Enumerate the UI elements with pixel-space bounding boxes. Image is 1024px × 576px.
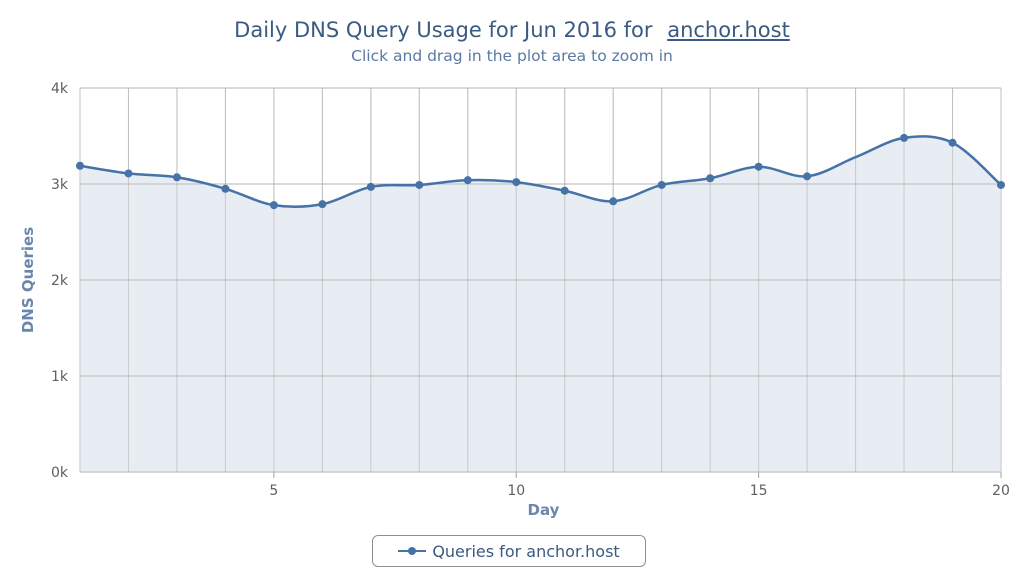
data-point bbox=[76, 161, 84, 170]
y-tick-label: 4k bbox=[51, 81, 69, 97]
data-point bbox=[706, 174, 715, 183]
data-point bbox=[172, 173, 181, 182]
x-tick-label: 10 bbox=[507, 483, 525, 499]
y-axis-title: DNS Queries bbox=[19, 227, 37, 333]
x-tick-label: 15 bbox=[750, 483, 768, 499]
x-tick-label: 20 bbox=[992, 483, 1010, 499]
data-point bbox=[609, 197, 618, 206]
data-point bbox=[948, 138, 957, 147]
data-point bbox=[318, 200, 327, 209]
data-point bbox=[366, 182, 375, 191]
data-point bbox=[512, 178, 521, 187]
label-layer: 0k 1k 2k 3k 4k 5 10 15 20 Day DNS Queries bbox=[19, 81, 1010, 519]
host-link[interactable]: anchor.host bbox=[667, 18, 790, 42]
y-tick-label: 2k bbox=[51, 273, 69, 289]
y-tick-label: 1k bbox=[51, 369, 69, 385]
line-layer bbox=[79, 135, 1002, 208]
data-point bbox=[754, 162, 763, 171]
chart-title-text: Daily DNS Query Usage for Jun 2016 for bbox=[234, 18, 653, 42]
chart-title: Daily DNS Query Usage for Jun 2016 for a… bbox=[0, 18, 1024, 42]
data-point bbox=[900, 133, 909, 142]
x-tick-label: 5 bbox=[269, 483, 278, 499]
data-point bbox=[269, 201, 278, 210]
y-tick-label: 3k bbox=[51, 177, 69, 193]
data-point bbox=[657, 180, 666, 189]
x-axis-title: Day bbox=[528, 501, 560, 519]
chart-subtitle: Click and drag in the plot area to zoom … bbox=[351, 47, 673, 65]
data-point bbox=[997, 180, 1005, 189]
point-layer bbox=[76, 133, 1005, 210]
data-point bbox=[803, 172, 812, 181]
data-point bbox=[463, 176, 472, 185]
y-tick-label: 0k bbox=[51, 465, 69, 481]
data-point bbox=[415, 180, 424, 189]
legend-label: Queries for anchor.host bbox=[432, 541, 620, 561]
legend-line-icon bbox=[398, 545, 427, 557]
legend-item[interactable]: Queries for anchor.host bbox=[372, 535, 646, 567]
data-point bbox=[124, 169, 133, 178]
data-point bbox=[560, 186, 569, 195]
series-line bbox=[79, 135, 1002, 208]
data-point bbox=[221, 184, 230, 193]
area-layer bbox=[79, 87, 1002, 473]
series-area bbox=[80, 136, 1001, 472]
